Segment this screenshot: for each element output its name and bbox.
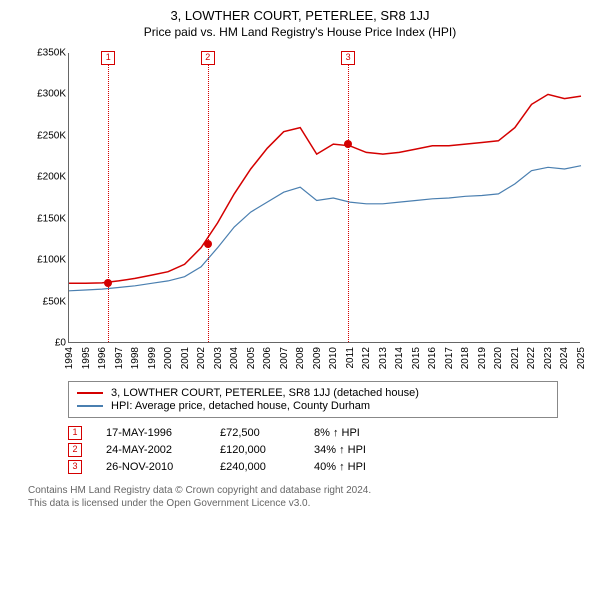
y-tick-label: £0 xyxy=(28,338,66,349)
marker-label: 1 xyxy=(101,51,115,65)
plot-region: 1 2 3 xyxy=(68,53,580,343)
y-tick-label: £250K xyxy=(28,130,66,141)
data-row-price: £120,000 xyxy=(220,444,290,456)
footer-attribution: Contains HM Land Registry data © Crown c… xyxy=(28,484,588,510)
data-row: 3 26-NOV-2010 £240,000 40% ↑ HPI xyxy=(68,460,588,474)
data-point-table: 1 17-MAY-1996 £72,500 8% ↑ HPI 2 24-MAY-2002 £… xyxy=(68,426,588,474)
legend-label: 3, LOWTHER COURT, PETERLEE, SR8 1JJ (det… xyxy=(111,387,419,399)
data-row: 1 17-MAY-1996 £72,500 8% ↑ HPI xyxy=(68,426,588,440)
legend-swatch xyxy=(77,392,103,394)
chart-container: 3, LOWTHER COURT, PETERLEE, SR8 1JJ Pric… xyxy=(0,0,600,590)
y-tick-label: £300K xyxy=(28,89,66,100)
legend-item: 3, LOWTHER COURT, PETERLEE, SR8 1JJ (det… xyxy=(77,387,549,399)
marker-vline xyxy=(348,53,349,342)
legend-swatch xyxy=(77,405,103,407)
marker-vline xyxy=(108,53,109,342)
marker-vline xyxy=(208,53,209,342)
y-tick-label: £100K xyxy=(28,255,66,266)
x-tick-label: 2025 xyxy=(576,347,600,369)
legend-label: HPI: Average price, detached house, Coun… xyxy=(111,400,370,412)
data-row-pct: 40% ↑ HPI xyxy=(314,461,404,473)
data-row-marker: 1 xyxy=(68,426,82,440)
line-series xyxy=(69,53,580,342)
chart-title: 3, LOWTHER COURT, PETERLEE, SR8 1JJ xyxy=(12,8,588,23)
data-row-date: 26-NOV-2010 xyxy=(106,461,196,473)
legend-item: HPI: Average price, detached house, Coun… xyxy=(77,400,549,412)
data-row-marker: 3 xyxy=(68,460,82,474)
data-row-marker: 2 xyxy=(68,443,82,457)
data-row-pct: 34% ↑ HPI xyxy=(314,444,404,456)
footer-line-2: This data is licensed under the Open Gov… xyxy=(28,497,588,510)
footer-line-1: Contains HM Land Registry data © Crown c… xyxy=(28,484,588,497)
chart-subtitle: Price paid vs. HM Land Registry's House … xyxy=(12,25,588,39)
chart-area: £0 £50K £100K £150K £200K £250K £300K £350K 1 2 3… xyxy=(28,47,588,377)
marker-dot xyxy=(204,240,212,248)
y-tick-label: £200K xyxy=(28,172,66,183)
price-paid-line xyxy=(69,94,581,283)
marker-dot xyxy=(104,279,112,287)
data-row-price: £240,000 xyxy=(220,461,290,473)
y-tick-label: £50K xyxy=(28,296,66,307)
data-row: 2 24-MAY-2002 £120,000 34% ↑ HPI xyxy=(68,443,588,457)
legend: 3, LOWTHER COURT, PETERLEE, SR8 1JJ (det… xyxy=(68,381,558,418)
data-row-pct: 8% ↑ HPI xyxy=(314,427,404,439)
data-row-date: 24-MAY-2002 xyxy=(106,444,196,456)
marker-dot xyxy=(344,140,352,148)
marker-label: 2 xyxy=(201,51,215,65)
marker-label: 3 xyxy=(341,51,355,65)
data-row-price: £72,500 xyxy=(220,427,290,439)
hpi-line xyxy=(69,166,581,291)
y-tick-label: £150K xyxy=(28,213,66,224)
data-row-date: 17-MAY-1996 xyxy=(106,427,196,439)
y-tick-label: £350K xyxy=(28,48,66,59)
